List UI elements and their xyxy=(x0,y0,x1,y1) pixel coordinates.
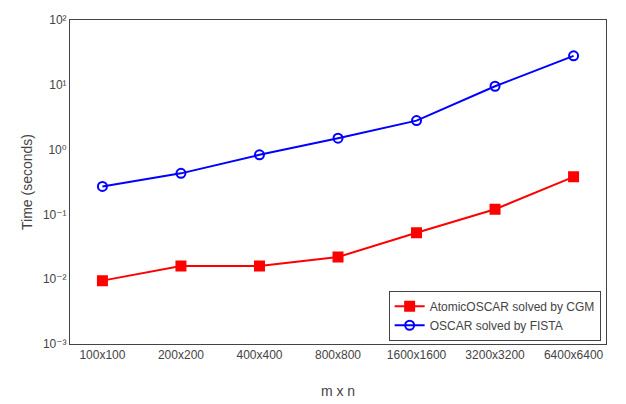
svg-text:10⁰: 10⁰ xyxy=(48,143,66,157)
svg-text:OSCAR solved by FISTA: OSCAR solved by FISTA xyxy=(430,319,563,333)
svg-text:10¹: 10¹ xyxy=(49,78,66,92)
svg-text:10⁻²: 10⁻² xyxy=(43,272,67,286)
svg-text:Time (seconds): Time (seconds) xyxy=(19,134,35,230)
svg-text:400x400: 400x400 xyxy=(236,348,282,362)
svg-text:m x n: m x n xyxy=(321,383,355,399)
svg-text:10²: 10² xyxy=(49,13,66,27)
svg-text:800x800: 800x800 xyxy=(315,348,361,362)
svg-text:6400x6400: 6400x6400 xyxy=(544,348,604,362)
svg-text:10⁻³: 10⁻³ xyxy=(43,337,67,351)
svg-text:1600x1600: 1600x1600 xyxy=(387,348,447,362)
svg-text:10⁻¹: 10⁻¹ xyxy=(43,208,67,222)
svg-text:100x100: 100x100 xyxy=(79,348,125,362)
svg-text:200x200: 200x200 xyxy=(158,348,204,362)
svg-text:AtomicOSCAR solved by CGM: AtomicOSCAR solved by CGM xyxy=(430,300,595,314)
svg-text:3200x3200: 3200x3200 xyxy=(465,348,525,362)
